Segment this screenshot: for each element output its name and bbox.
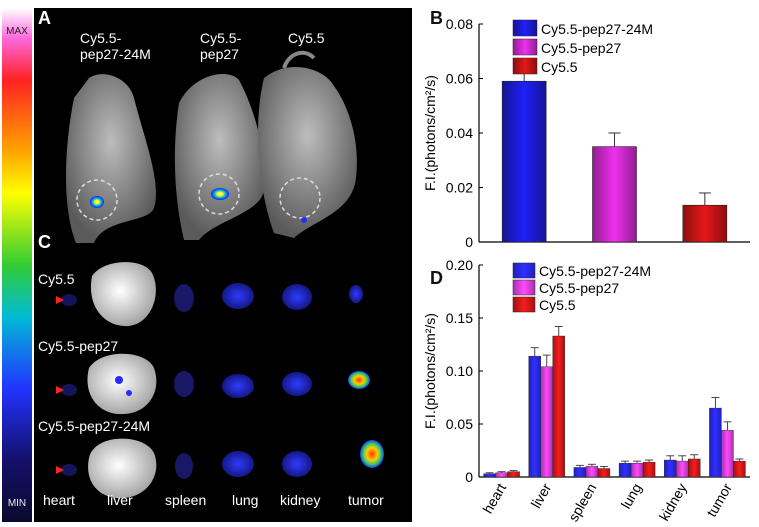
y-tick-label: 0 <box>465 234 473 250</box>
y-axis-label: F.I.(photons/cm²/s) <box>422 313 438 429</box>
bar-lung-3 <box>642 461 656 478</box>
x-tick-label-lung: lung <box>618 481 645 512</box>
panel-letter-d: D <box>430 268 443 288</box>
panel-letter-c: C <box>38 232 51 252</box>
x-tick-label-spleen: spleen <box>565 481 599 525</box>
bar-liver-1 <box>528 355 541 478</box>
y-tick-label: 0 <box>465 469 473 485</box>
y-tick-label: 0.02 <box>446 180 473 196</box>
bar-kidney-2 <box>676 460 689 478</box>
organ-row-label-2: Cy5.5-pep27 <box>38 338 119 354</box>
bar-heart-1 <box>483 473 496 478</box>
organ-row-3 <box>61 438 384 499</box>
organ-label-lung: lung <box>232 492 259 508</box>
bar-liver-3 <box>552 335 565 478</box>
y-tick-label: 0.15 <box>446 310 473 326</box>
mouse-2 <box>174 73 265 240</box>
legend-swatch-3 <box>512 296 536 313</box>
y-tick-label: 0.05 <box>446 416 473 432</box>
organ-label-tumor: tumor <box>348 492 384 508</box>
panel-letter-a: A <box>38 8 51 28</box>
x-tick-label-heart: heart <box>479 480 509 516</box>
y-tick-label: 0.06 <box>446 71 473 87</box>
organ-row-2 <box>61 353 370 415</box>
legend-label-1: Cy5.5-pep27-24M <box>539 263 651 279</box>
legend-swatch-2 <box>512 279 536 296</box>
mouse-label-2: Cy5.5- pep27 <box>200 30 242 62</box>
colorbar-min-label: MIN <box>7 498 27 509</box>
bar-tumor-1 <box>709 407 722 478</box>
chart-d: 0 0.05 0.10 0.15 0.20 F.I.(photons/cm²/s) hear… <box>422 257 750 525</box>
bar-tumor-2 <box>721 430 734 478</box>
bar-heart-3 <box>507 471 520 478</box>
organ-row-label-3: Cy5.5-pep27-24M <box>38 418 151 434</box>
legend-label-2: Cy5.5-pep27 <box>541 40 621 56</box>
chart-b: 0 0.02 0.04 0.06 0.08 F.I.(photons/cm²/s) Cy5.… <box>422 16 750 250</box>
bar-lung-1 <box>618 463 632 478</box>
organ-row-1 <box>61 262 363 327</box>
legend-label-3: Cy5.5 <box>539 297 576 313</box>
legend-label-3: Cy5.5 <box>541 59 578 75</box>
organ-row-label-1: Cy5.5 <box>38 271 75 287</box>
bar-1 <box>501 80 547 243</box>
bar-2 <box>592 146 637 243</box>
bar-lung-2 <box>630 463 644 478</box>
bar-spleen-2 <box>585 466 599 478</box>
y-tick-label: 0.20 <box>446 257 473 273</box>
bar-spleen-3 <box>597 468 611 478</box>
legend-swatch-3 <box>512 57 538 75</box>
legend-swatch-2 <box>512 38 538 56</box>
imaging-illustration <box>56 50 384 499</box>
mouse-label-1: Cy5.5- pep27-24M <box>80 30 151 62</box>
y-tick-label: 0.08 <box>446 16 473 32</box>
organ-label-kidney: kidney <box>280 492 321 508</box>
bar-heart-2 <box>495 472 508 478</box>
mouse-3 <box>258 50 357 238</box>
organ-label-liver: liver <box>107 492 133 508</box>
bar-3 <box>682 204 728 243</box>
imaging-panel <box>34 8 412 522</box>
y-tick-label: 0.04 <box>446 125 473 141</box>
mouse-label-3: Cy5.5 <box>288 30 325 46</box>
organ-label-heart: heart <box>43 492 75 508</box>
y-tick-label: 0.10 <box>446 363 473 379</box>
x-tick-label-liver: liver <box>528 480 555 511</box>
color-scale-bar <box>2 8 32 522</box>
organ-label-spleen: spleen <box>165 492 207 508</box>
legend-label-1: Cy5.5-pep27-24M <box>541 21 653 37</box>
colorbar-max-label: MAX <box>6 26 28 37</box>
mouse-1 <box>66 74 156 243</box>
legend-swatch-1 <box>512 262 536 279</box>
bar-tumor-3 <box>733 460 746 478</box>
bar-spleen-1 <box>573 467 587 478</box>
panel-letter-b: B <box>430 8 443 28</box>
legend-label-2: Cy5.5-pep27 <box>539 280 619 296</box>
legend-swatch-1 <box>512 19 538 37</box>
bar-liver-2 <box>540 366 553 478</box>
bar-kidney-1 <box>664 459 677 478</box>
x-tick-label-tumor: tumor <box>703 480 735 519</box>
x-tick-label-kidney: kidney <box>656 481 690 524</box>
y-axis-label: F.I.(photons/cm²/s) <box>422 75 438 191</box>
bar-kidney-3 <box>688 458 701 478</box>
